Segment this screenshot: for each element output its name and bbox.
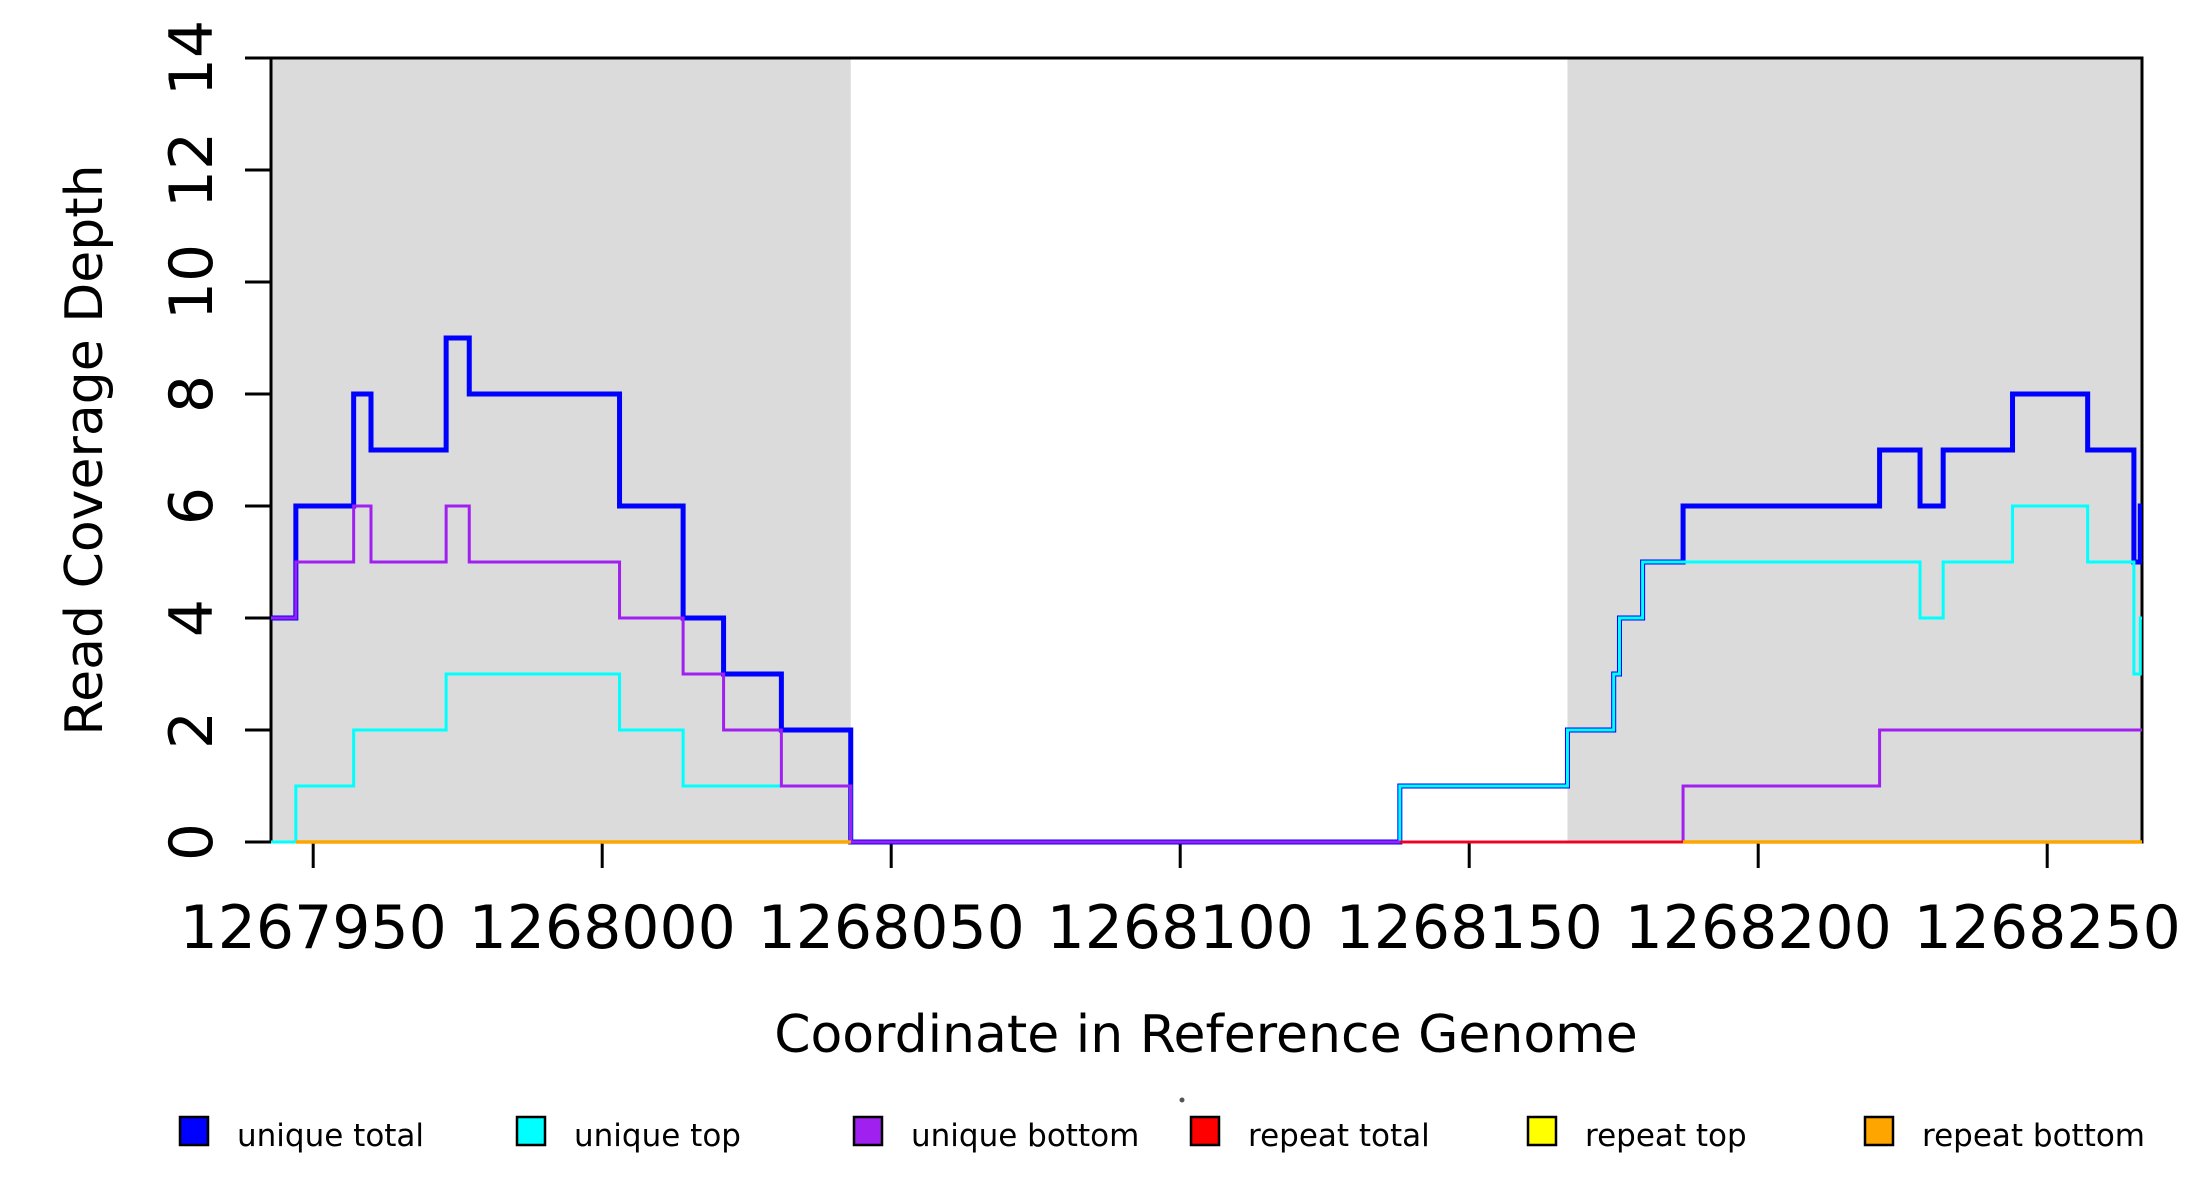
legend-swatch-repeat-total [1189,1115,1221,1147]
x-tick-label: 1268050 [758,893,1025,963]
legend-swatch-repeat-bottom [1863,1115,1895,1147]
artifact-dot [1179,1097,1185,1103]
legend-label-unique-top: unique top [574,1118,741,1154]
legend-label-repeat-bottom: repeat bottom [1922,1118,2145,1154]
legend-swatch-repeat-top [1526,1115,1558,1147]
legend: unique total unique top unique bottom repea… [178,1115,2145,1154]
x-tick-label: 1268250 [1914,893,2181,963]
x-tick-label: 1268200 [1625,893,1892,963]
legend-label-repeat-total: repeat total [1248,1118,1430,1154]
x-tick-label: 1267950 [180,893,447,963]
y-tick-label: 6 [157,487,227,525]
y-axis-title: Read Coverage Depth [55,164,115,735]
legend-label-unique-bottom: unique bottom [911,1118,1139,1154]
y-tick-label: 8 [157,375,227,413]
y-tick-label: 14 [157,20,227,96]
y-tick-label: 4 [157,599,227,637]
legend-swatch-unique-total [178,1115,210,1147]
y-tick-label: 0 [157,823,227,861]
legend-swatch-unique-bottom [852,1115,884,1147]
series-layer [271,335,2142,845]
legend-swatch-unique-top [515,1115,547,1147]
y-tick-label: 2 [157,711,227,749]
x-tick-label: 1268000 [469,893,736,963]
legend-label-repeat-top: repeat top [1585,1118,1747,1154]
axes-layer: 1267950 1268000 1268050 1268100 1268150 12682… [157,20,2181,963]
shaded-region-0 [271,58,851,842]
axis-titles-layer: Coordinate in Reference Genome Read Cove… [55,164,1638,1065]
shaded-regions-layer [271,58,2142,842]
legend-label-unique-total: unique total [237,1118,424,1154]
y-tick-label: 12 [157,132,227,208]
x-tick-label: 1268150 [1336,893,1603,963]
y-tick-label: 10 [157,244,227,320]
series-unique-top [271,504,2142,844]
shaded-region-1 [1567,58,2142,842]
x-tick-label: 1268100 [1047,893,1314,963]
x-axis-title: Coordinate in Reference Genome [774,1005,1638,1065]
